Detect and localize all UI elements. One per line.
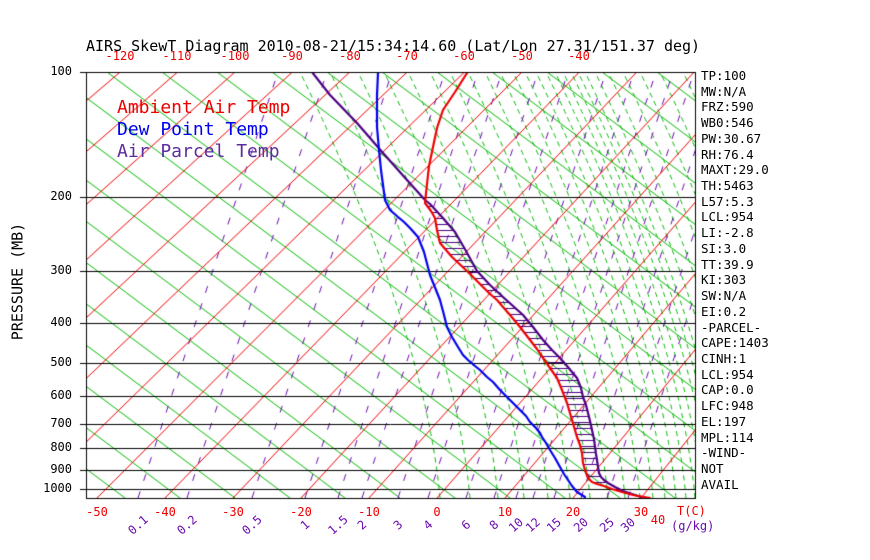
bottom-axis-label: 0 bbox=[433, 505, 441, 519]
right-panel-row: LCL:954 bbox=[701, 209, 754, 225]
y-tick-label: 600 bbox=[50, 388, 72, 402]
top-axis-label: -90 bbox=[281, 49, 303, 63]
right-panel-row: LI:-2.8 bbox=[701, 225, 754, 241]
right-panel-row: -PARCEL- bbox=[701, 319, 762, 335]
right-panel-row: MAXT:29.0 bbox=[701, 162, 769, 178]
top-axis-label: -100 bbox=[220, 49, 250, 63]
bottom-axis-label: 40 bbox=[650, 513, 666, 527]
right-panel-row: SW:N/A bbox=[701, 288, 747, 304]
right-panel-row: TP:100 bbox=[701, 68, 747, 83]
y-tick-label: 200 bbox=[50, 189, 72, 203]
legend-dew-point-temp: Dew Point Temp bbox=[117, 119, 269, 140]
chart-title: AIRS SkewT Diagram 2010-08-21/15:34:14.6… bbox=[86, 37, 701, 55]
y-tick-label: 900 bbox=[50, 462, 72, 476]
right-panel-row: MW:N/A bbox=[701, 83, 747, 99]
right-panel-row: LFC:948 bbox=[701, 398, 754, 414]
right-panel-row: RH:76.4 bbox=[701, 146, 754, 162]
y-tick-label: 800 bbox=[50, 440, 72, 454]
y-tick-label: 500 bbox=[50, 355, 72, 369]
right-panel-row: CINH:1 bbox=[701, 350, 747, 366]
right-panel-row: CAPE:1403 bbox=[701, 335, 769, 351]
right-panel-row: FRZ:590 bbox=[701, 99, 754, 115]
right-panel-row: MPL:114 bbox=[701, 429, 754, 445]
right-panel-row: EI:0.2 bbox=[701, 303, 747, 319]
top-axis-label: -50 bbox=[511, 49, 533, 63]
x-axis-unit-mixing-ratio: (g/kg) bbox=[671, 519, 715, 533]
bottom-axis-label: 10 bbox=[497, 505, 513, 519]
bottom-axis-label: -50 bbox=[86, 505, 108, 519]
right-panel-row: L57:5.3 bbox=[701, 193, 754, 209]
legend-ambient-air-temp: Ambient Air Temp bbox=[117, 97, 291, 118]
top-axis-label: -40 bbox=[568, 49, 590, 63]
right-panel-row: TH:5463 bbox=[701, 178, 754, 194]
x-axis-unit-temp: T(C) bbox=[677, 504, 706, 518]
top-axis-label: -70 bbox=[396, 49, 418, 63]
y-tick-label: 400 bbox=[50, 315, 72, 329]
right-panel-row: SI:3.0 bbox=[701, 240, 747, 256]
top-axis-label: -80 bbox=[339, 49, 361, 63]
right-panel-row: EL:197 bbox=[701, 413, 747, 429]
top-axis-label: -120 bbox=[105, 49, 135, 63]
bottom-axis-label: -10 bbox=[358, 505, 380, 519]
bottom-axis-label: -30 bbox=[222, 505, 244, 519]
y-tick-label: 100 bbox=[50, 64, 72, 78]
right-panel-row: TT:39.9 bbox=[701, 256, 754, 272]
bottom-axis-label: 20 bbox=[565, 505, 581, 519]
legend-air-parcel-temp: Air Parcel Temp bbox=[117, 141, 280, 162]
y-axis-title: PRESSURE (MB) bbox=[8, 222, 27, 341]
right-panel-row: KI:303 bbox=[701, 272, 747, 288]
right-panel-row: -WIND- bbox=[701, 445, 747, 461]
y-tick-label: 1000 bbox=[43, 481, 72, 495]
right-panel-row: CAP:0.0 bbox=[701, 382, 754, 398]
right-panel-row: LCL:954 bbox=[701, 366, 754, 382]
top-axis-label: -60 bbox=[453, 49, 475, 63]
bottom-axis-label: -40 bbox=[154, 505, 176, 519]
y-tick-label: 300 bbox=[50, 263, 72, 277]
top-axis-label: -110 bbox=[162, 49, 192, 63]
right-panel-row: WB0:546 bbox=[701, 115, 754, 131]
bottom-axis-label: -20 bbox=[290, 505, 312, 519]
right-panel-row: PW:30.67 bbox=[701, 130, 762, 146]
y-tick-label: 700 bbox=[50, 416, 72, 430]
bottom-axis-label: 30 bbox=[633, 505, 649, 519]
right-panel-row: NOT bbox=[701, 461, 724, 476]
right-panel-row: AVAIL bbox=[701, 476, 739, 492]
